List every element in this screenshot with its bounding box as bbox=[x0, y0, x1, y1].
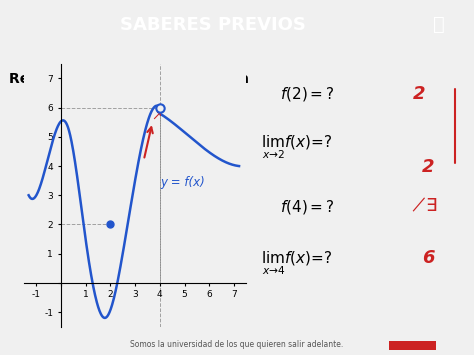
Bar bbox=[389, 341, 436, 350]
Text: 6: 6 bbox=[422, 250, 434, 267]
Text: 2: 2 bbox=[422, 158, 434, 176]
Text: $\nearrow$: $\nearrow$ bbox=[149, 109, 162, 122]
Text: $\not\exists$: $\not\exists$ bbox=[412, 197, 438, 215]
Text: $\lim_{x \to 2} f(x) = ?$: $\lim_{x \to 2} f(x) = ?$ bbox=[261, 133, 332, 161]
Text: Revisemos la siguiente gráfica: Revisemos la siguiente gráfica bbox=[9, 71, 249, 86]
Text: Somos la universidad de los que quieren salir adelante.: Somos la universidad de los que quieren … bbox=[130, 340, 344, 349]
Text: $f(2) = ?$: $f(2) = ?$ bbox=[280, 85, 334, 103]
Text: y = f(x): y = f(x) bbox=[160, 176, 205, 190]
Text: 🎓: 🎓 bbox=[433, 15, 444, 34]
Text: SABERES PREVIOS: SABERES PREVIOS bbox=[120, 16, 306, 34]
Text: $\lim_{x \to 4} f(x) = ?$: $\lim_{x \to 4} f(x) = ?$ bbox=[261, 250, 332, 277]
Text: $f(4) = ?$: $f(4) = ?$ bbox=[280, 198, 334, 216]
Text: 2: 2 bbox=[412, 84, 425, 103]
